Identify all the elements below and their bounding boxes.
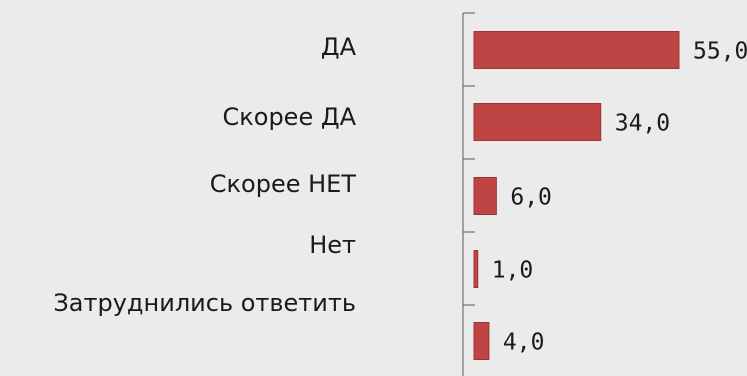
value-labels: 55,0 34,0 6,0 1,0 4,0 [492,39,747,356]
category-label-3: Нет [309,231,356,259]
value-axis [462,12,475,376]
bar-2 [473,177,497,215]
category-label-2: Скорее НЕТ [210,170,357,198]
value-label-4: 4,0 [503,330,545,356]
bars [473,31,680,360]
bar-0 [473,31,680,69]
category-label-4: Затруднились ответить [53,289,356,317]
bar-1 [473,103,602,141]
category-label-1: Скорее ДА [223,103,357,131]
category-label-0: ДА [321,33,357,61]
bar-3 [473,250,479,288]
value-label-1: 34,0 [615,111,670,137]
bar-4 [473,322,490,360]
value-label-3: 1,0 [492,258,534,284]
value-label-0: 55,0 [693,39,747,65]
category-labels: ДА Скорее ДА Скорее НЕТ Нет Затруднились отв… [53,33,356,317]
value-label-2: 6,0 [510,185,552,211]
